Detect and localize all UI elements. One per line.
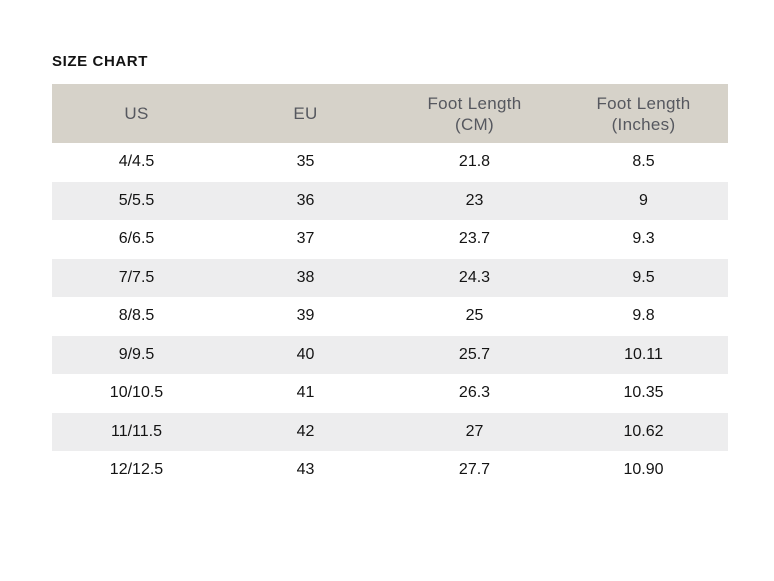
table-row: 7/7.5 38 24.3 9.5 — [52, 258, 728, 297]
cell-eu: 40 — [221, 335, 390, 374]
table-row: 8/8.5 39 25 9.8 — [52, 297, 728, 336]
table-row: 9/9.5 40 25.7 10.11 — [52, 335, 728, 374]
cell-us: 4/4.5 — [52, 143, 221, 182]
cell-eu: 41 — [221, 374, 390, 413]
cell-eu: 35 — [221, 143, 390, 182]
cell-foot-length-inches: 9.8 — [559, 297, 728, 336]
cell-us: 5/5.5 — [52, 181, 221, 220]
cell-eu: 39 — [221, 297, 390, 336]
cell-eu: 36 — [221, 181, 390, 220]
cell-foot-length-inches: 9.5 — [559, 258, 728, 297]
cell-eu: 42 — [221, 412, 390, 451]
cell-foot-length-cm: 26.3 — [390, 374, 559, 413]
size-chart-table: US EU Foot Length (CM) Foot Length (Inch… — [52, 84, 728, 490]
cell-us: 9/9.5 — [52, 335, 221, 374]
cell-foot-length-inches: 10.62 — [559, 412, 728, 451]
cell-us: 11/11.5 — [52, 412, 221, 451]
page-title: SIZE CHART — [52, 53, 148, 70]
cell-foot-length-cm: 27 — [390, 412, 559, 451]
cell-foot-length-inches: 10.35 — [559, 374, 728, 413]
table-row: 10/10.5 41 26.3 10.35 — [52, 374, 728, 413]
column-header-foot-length-inches: Foot Length (Inches) — [559, 84, 728, 143]
cell-foot-length-inches: 9 — [559, 181, 728, 220]
cell-foot-length-cm: 23 — [390, 181, 559, 220]
cell-us: 8/8.5 — [52, 297, 221, 336]
cell-foot-length-inches: 10.90 — [559, 451, 728, 490]
cell-us: 6/6.5 — [52, 220, 221, 259]
cell-us: 12/12.5 — [52, 451, 221, 490]
table-row: 12/12.5 43 27.7 10.90 — [52, 451, 728, 490]
cell-foot-length-cm: 21.8 — [390, 143, 559, 182]
cell-foot-length-cm: 27.7 — [390, 451, 559, 490]
table-row: 6/6.5 37 23.7 9.3 — [52, 220, 728, 259]
cell-foot-length-inches: 10.11 — [559, 335, 728, 374]
cell-foot-length-cm: 23.7 — [390, 220, 559, 259]
cell-eu: 37 — [221, 220, 390, 259]
column-header-us: US — [52, 84, 221, 143]
cell-eu: 38 — [221, 258, 390, 297]
cell-us: 7/7.5 — [52, 258, 221, 297]
table-row: 4/4.5 35 21.8 8.5 — [52, 143, 728, 182]
column-header-eu: EU — [221, 84, 390, 143]
cell-foot-length-cm: 24.3 — [390, 258, 559, 297]
header-row: US EU Foot Length (CM) Foot Length (Inch… — [52, 84, 728, 143]
table-row: 11/11.5 42 27 10.62 — [52, 412, 728, 451]
cell-foot-length-inches: 8.5 — [559, 143, 728, 182]
column-header-foot-length-cm: Foot Length (CM) — [390, 84, 559, 143]
cell-us: 10/10.5 — [52, 374, 221, 413]
table-row: 5/5.5 36 23 9 — [52, 181, 728, 220]
size-chart-page: SIZE CHART US EU Foot Length (CM) Foot L… — [52, 53, 728, 490]
cell-eu: 43 — [221, 451, 390, 490]
cell-foot-length-cm: 25.7 — [390, 335, 559, 374]
cell-foot-length-inches: 9.3 — [559, 220, 728, 259]
cell-foot-length-cm: 25 — [390, 297, 559, 336]
